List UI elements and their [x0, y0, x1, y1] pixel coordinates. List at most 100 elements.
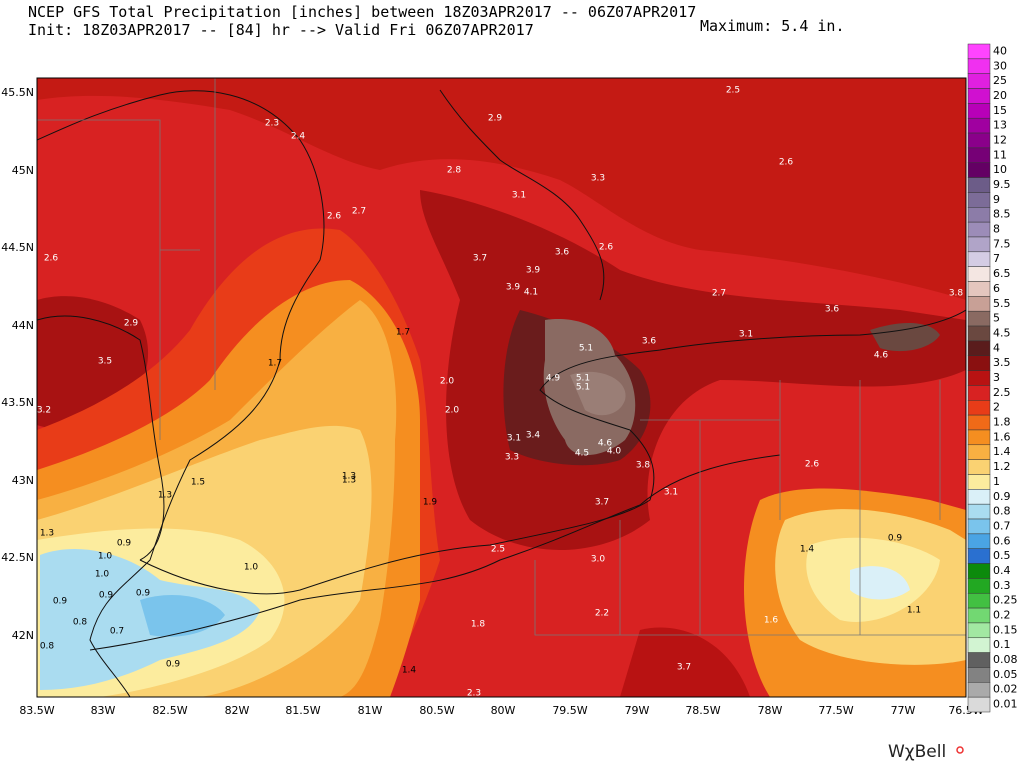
map-value-label: 2.9: [124, 319, 139, 329]
map-value-label: 0.9: [166, 660, 181, 670]
colorbar-label: 0.15: [993, 623, 1018, 636]
map-value-label: 3.3: [505, 453, 519, 463]
colorbar-label: 0.2: [993, 609, 1011, 622]
colorbar-cell: [967, 147, 991, 164]
colorbar-label: 0.01: [993, 698, 1018, 711]
colorbar-cell: [967, 43, 991, 60]
colorbar-cell: [967, 162, 991, 178]
map-value-label: 2.6: [327, 212, 342, 222]
colorbar-cell: [967, 578, 991, 594]
map-value-label: 2.5: [491, 545, 505, 555]
colorbar-cell: [967, 340, 991, 356]
colorbar-label: 12: [993, 133, 1007, 146]
lat-label: 42N: [12, 629, 34, 642]
colorbar-label: 20: [993, 89, 1007, 102]
map-value-label: 1.4: [800, 545, 815, 555]
map-value-label: 0.9: [888, 534, 903, 544]
lon-label: 79W: [625, 704, 650, 717]
map-value-label: 0.9: [99, 591, 114, 601]
colorbar-cell: [967, 667, 991, 683]
lat-label: 43N: [12, 474, 34, 487]
map-value-label: 5.1: [576, 374, 590, 384]
colorbar-cell: [967, 251, 991, 267]
colorbar-label: 1.2: [993, 460, 1011, 473]
colorbar-label: 0.7: [993, 519, 1011, 532]
lat-label: 44N: [12, 319, 34, 332]
map-value-label: 3.6: [825, 305, 840, 315]
colorbar-label: 25: [993, 74, 1007, 87]
precip-field: [37, 78, 966, 697]
lat-label: 43.5N: [1, 396, 34, 409]
map-value-label: 3.7: [473, 254, 487, 264]
colorbar-cell: [967, 281, 991, 297]
colorbar-label: 8.5: [993, 208, 1011, 221]
colorbar-label: 0.8: [993, 505, 1011, 518]
map-value-label: 2.3: [467, 689, 481, 699]
colorbar-label: 0.08: [993, 653, 1018, 666]
lon-label: 83.5W: [19, 704, 54, 717]
colorbar-cell: [967, 385, 991, 401]
colorbar-cell: [967, 192, 991, 208]
colorbar-label: 0.1: [993, 638, 1011, 651]
colorbar-label: 2: [993, 401, 1000, 414]
colorbar-label: 6: [993, 282, 1000, 295]
map-value-label: 3.6: [555, 248, 570, 258]
map-value-label: 2.5: [726, 86, 740, 96]
colorbar-cell: [967, 355, 991, 371]
map-value-label: 0.7: [110, 627, 124, 637]
colorbar-label: 7: [993, 252, 1000, 265]
colorbar-cell: [967, 88, 991, 104]
colorbar-label: 2.5: [993, 386, 1011, 399]
colorbar-label: 5.5: [993, 297, 1011, 310]
lat-label: 42.5N: [1, 551, 34, 564]
colorbar-cell: [967, 132, 991, 149]
colorbar-label: 3.5: [993, 356, 1011, 369]
title-line-1: NCEP GFS Total Precipitation [inches] be…: [28, 3, 696, 21]
colorbar-label: 3: [993, 371, 1000, 384]
map-value-label: 4.5: [575, 449, 589, 459]
colorbar-cell: [967, 414, 991, 431]
colorbar-cell: [967, 607, 991, 624]
map-value-label: 4.6: [598, 439, 613, 449]
map-value-label: 2.7: [352, 207, 366, 217]
colorbar-label: 0.25: [993, 594, 1018, 607]
map-value-label: 2.6: [44, 254, 59, 264]
map-value-label: 1.6: [764, 616, 779, 626]
lat-label: 45.5N: [1, 86, 34, 99]
map-value-label: 1.7: [268, 359, 282, 369]
colorbar-cell: [967, 682, 991, 698]
colorbar-cell: [967, 444, 991, 460]
colorbar-label: 1.4: [993, 445, 1011, 458]
map-value-label: 1.3: [158, 491, 172, 501]
map-value-label: 2.0: [440, 377, 455, 387]
colorbar-cell: [967, 563, 991, 579]
colorbar-label: 11: [993, 148, 1007, 161]
map-value-label: 4.9: [546, 374, 561, 384]
map-value-label: 3.9: [506, 283, 521, 293]
lon-label: 81W: [358, 704, 383, 717]
map-value-label: 3.0: [591, 555, 606, 565]
colorbar-cell: [967, 533, 991, 549]
maximum-label: Maximum: 5.4 in.: [700, 17, 845, 35]
map-value-label: 1.5: [191, 478, 205, 488]
map-value-label: 2.8: [447, 166, 462, 176]
map-value-label: 3.7: [595, 498, 609, 508]
lon-label: 79.5W: [552, 704, 587, 717]
lat-label: 44.5N: [1, 241, 34, 254]
colorbar-label: 5: [993, 312, 1000, 325]
map-value-label: 5.1: [576, 383, 590, 393]
colorbar-cell: [967, 592, 991, 609]
colorbar-label: 40: [993, 44, 1007, 57]
map-value-label: 3.3: [591, 174, 605, 184]
colorbar-cell: [967, 117, 991, 134]
colorbar-cell: [967, 459, 991, 475]
map-value-label: 5.1: [579, 344, 593, 354]
map-value-label: 1.9: [423, 498, 438, 508]
colorbar-label: 10: [993, 163, 1007, 176]
map-value-label: 3.1: [739, 330, 753, 340]
colorbar-label: 6.5: [993, 267, 1011, 280]
colorbar-cell: [967, 296, 991, 312]
map-value-label: 2.7: [712, 289, 726, 299]
colorbar-label: 0.05: [993, 668, 1018, 681]
